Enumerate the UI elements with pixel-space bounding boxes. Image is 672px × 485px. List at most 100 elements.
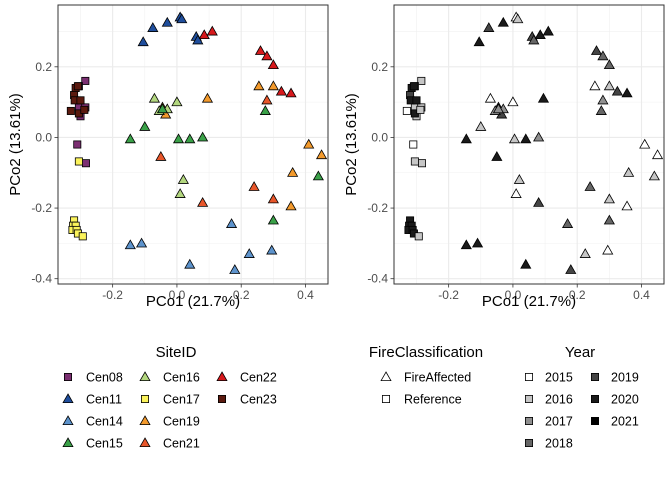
legend-label-year: 2019 (611, 371, 639, 385)
data-point (275, 85, 287, 96)
x-tick-label: 0.2 (569, 288, 586, 302)
data-point (492, 103, 505, 114)
legend-key-fire (381, 394, 390, 403)
data-point (155, 151, 167, 161)
x-tick-label: -0.2 (438, 288, 459, 302)
data-point (76, 96, 85, 105)
data-point (287, 166, 299, 177)
data-point (513, 174, 525, 184)
data-point (533, 196, 545, 207)
legend-label-year: 2017 (545, 415, 573, 429)
data-point (161, 16, 173, 27)
legend-title-year: Year (565, 344, 595, 361)
legend-key-site (62, 415, 74, 425)
data-point (74, 157, 83, 166)
data-point (243, 248, 255, 258)
data-point (621, 200, 633, 211)
data-point (312, 170, 324, 181)
data-point (648, 170, 660, 181)
data-point (410, 157, 419, 166)
y-axis-title: PCo2 (13.61%) (7, 93, 24, 196)
data-point (508, 133, 521, 144)
data-points (66, 11, 328, 274)
legend-label-site: Cen14 (86, 415, 123, 429)
legend-label-fire: FireAffected (404, 371, 471, 385)
data-point (561, 218, 574, 228)
legend-label-site: Cen11 (86, 393, 122, 407)
data-point (206, 25, 218, 36)
data-point (520, 258, 532, 269)
data-point (225, 218, 238, 228)
legend-key-site (62, 437, 74, 447)
legend-key-site (64, 372, 73, 381)
data-point (510, 188, 522, 198)
data-point (66, 106, 75, 115)
legend-key-site (140, 394, 149, 403)
data-point (267, 80, 279, 91)
data-point (192, 34, 204, 45)
data-point (417, 159, 426, 168)
y-tick-label: 0.0 (35, 130, 52, 144)
data-point (533, 131, 545, 142)
data-point (171, 96, 183, 107)
legend-title-fire: FireClassification (369, 344, 483, 361)
data-point (417, 76, 426, 85)
legend-label-site: Cen08 (86, 371, 123, 385)
x-axis-title: PCo1 (21.7%) (482, 293, 576, 310)
data-point (602, 244, 614, 255)
legend-key-site (62, 393, 74, 403)
data-point (416, 105, 425, 114)
legend-key-site (139, 437, 151, 447)
x-tick-label: 0.4 (297, 288, 314, 302)
legend-label-site: Cen17 (163, 393, 200, 407)
data-point (266, 244, 278, 255)
data-point (135, 237, 148, 248)
y-tick-label: -0.4 (31, 272, 52, 286)
data-point (267, 59, 279, 70)
data-point (267, 193, 279, 204)
data-point (253, 80, 265, 91)
data-points (402, 11, 664, 274)
data-point (565, 264, 577, 274)
data-point (603, 193, 615, 204)
x-tick-label: 0.0 (169, 288, 186, 302)
data-point (542, 25, 554, 36)
legend-title-site: SiteID (156, 344, 197, 361)
data-point (491, 151, 503, 161)
data-point (261, 50, 273, 61)
legend-label-year: 2015 (545, 371, 573, 385)
legend-key-fire (380, 371, 392, 381)
data-point (409, 82, 418, 91)
data-point (303, 138, 315, 149)
data-point (267, 214, 279, 225)
data-point (73, 140, 82, 149)
data-point (507, 96, 519, 107)
data-point (201, 92, 214, 103)
legend-key-year (591, 416, 600, 425)
x-tick-label: -0.2 (102, 288, 123, 302)
data-point (197, 196, 209, 207)
y-tick-label: 0.2 (35, 60, 52, 74)
data-point (520, 133, 532, 144)
legend-label-year: 2018 (545, 437, 573, 451)
data-point (537, 92, 550, 103)
legend-label-fire: Reference (404, 393, 462, 407)
plot-background (394, 5, 664, 284)
data-point (80, 105, 89, 114)
data-point (184, 258, 196, 269)
data-point (534, 29, 546, 40)
data-point (409, 140, 418, 149)
data-point (412, 96, 421, 105)
data-point (73, 82, 82, 91)
data-point (473, 36, 485, 47)
y-tick-label: 0.2 (371, 60, 388, 74)
data-point (402, 106, 411, 115)
data-point (471, 237, 484, 248)
plot-background (58, 5, 328, 284)
data-point (198, 29, 210, 40)
data-point (590, 45, 603, 55)
y-tick-label: -0.2 (31, 201, 52, 215)
